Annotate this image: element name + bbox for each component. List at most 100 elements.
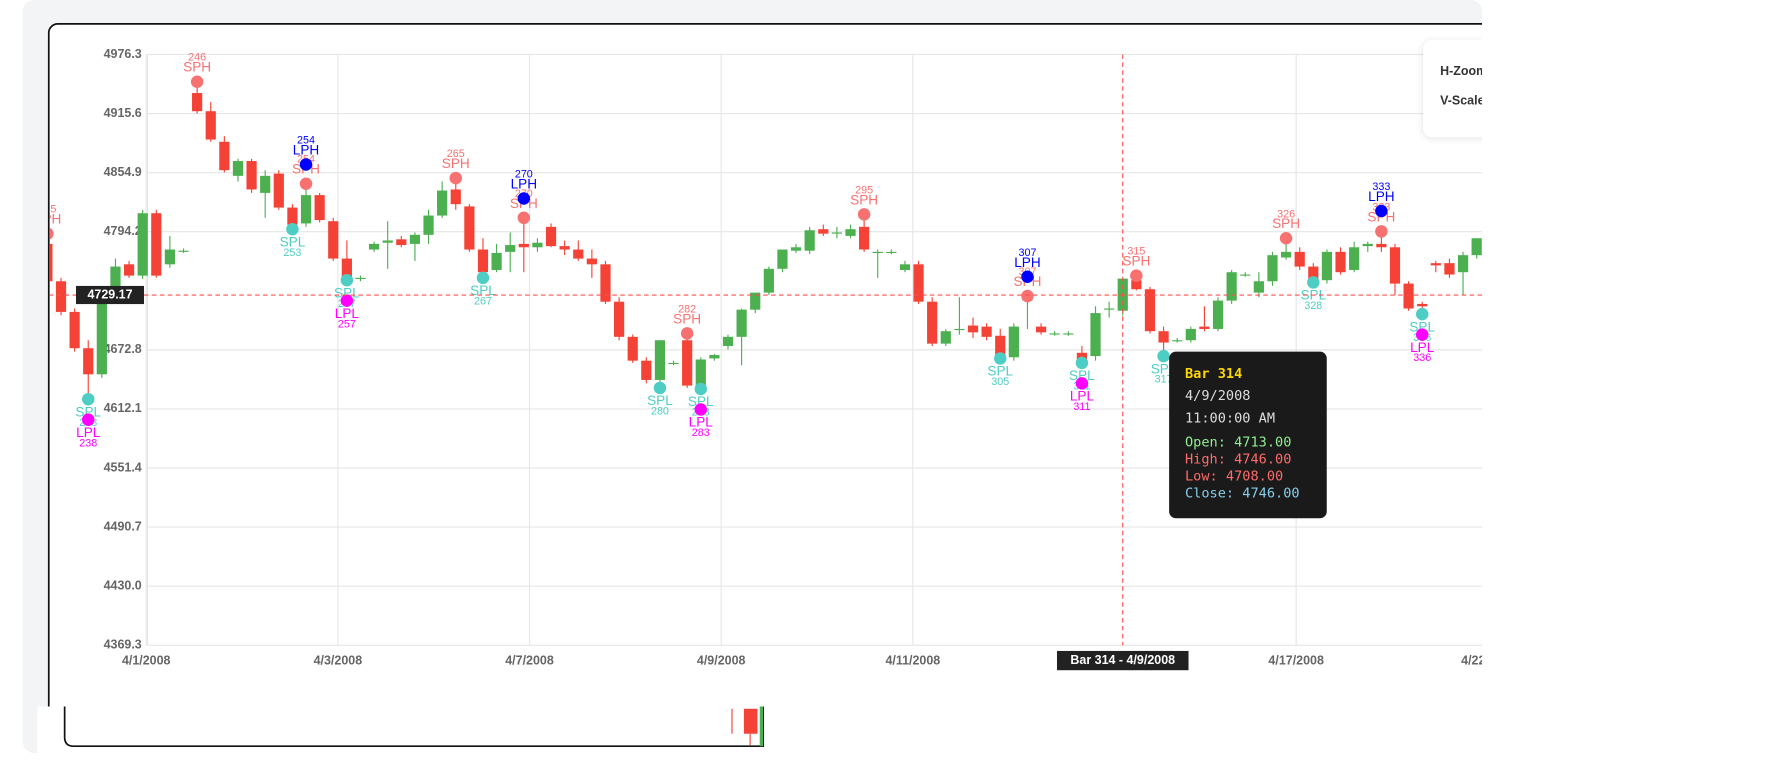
candle-body [1240,274,1251,276]
pivot-kind: SPL [647,393,673,408]
pivot-kind: LPH [1368,189,1394,204]
candle-body [641,360,652,380]
pivot-kind: SPL [1069,368,1095,383]
pivot-dot [340,273,354,287]
h-zoom-label[interactable]: H-Zoom [1440,64,1487,78]
candle-body [927,301,938,344]
candle-body [341,258,352,278]
pivot-bar: 283 [692,427,710,439]
candle-body [1308,266,1319,280]
pivot-dot [1021,289,1034,303]
pivot-bar: 257 [338,318,356,330]
candle-body [505,245,516,252]
navigator-wick [749,733,751,746]
v-scale-label[interactable]: V-Scale [1440,93,1484,107]
candle-body [586,258,597,265]
candle-body [695,359,706,386]
candle-body [790,247,802,251]
candle-body [627,336,638,361]
x-tick-label: 4/1/2008 [122,653,171,667]
candle-body [1172,340,1183,342]
candle-body [96,297,107,375]
pivot-dot [857,208,871,221]
candle-body [573,249,584,259]
pivot-bar: 254 [297,134,315,146]
y-tick-label: 4369.3 [104,638,142,652]
candle-body [355,277,366,279]
control-panel: H-Zoom V-Scale [1423,39,1487,138]
candle-body [328,221,339,259]
candle-body [491,252,502,270]
y-tick-label: 4854.9 [104,165,142,179]
pivot-bar: 238 [79,437,97,449]
candle-body [859,226,870,250]
pivot-dot [1130,269,1143,282]
pivot-dot [1279,231,1293,245]
candle-body [668,362,679,365]
pivot-dot [449,171,462,185]
pivot-bar: 253 [283,247,301,259]
candle-body [940,331,951,344]
candle-body [654,340,666,380]
pivot-bar: 235 [38,204,56,216]
candle-body [464,206,475,250]
candle-body [1280,251,1292,258]
candle-body [804,230,815,251]
candle-body [967,325,979,333]
candle-body [1444,263,1455,275]
pivot-dot [517,192,531,205]
crosshair-x-box [1056,650,1189,671]
candle-body [232,161,244,176]
y-tick-label: 4672.8 [104,342,142,356]
candle-body [69,311,80,349]
navigator-wick [731,708,733,734]
pivot-kind: SPH [673,311,701,326]
candle-body [1417,303,1428,307]
pivot-dot [1415,328,1429,341]
pivot-dot [1021,270,1034,284]
candle-body [899,264,911,270]
pivot-dot [476,271,490,285]
candle-body [1362,243,1373,247]
candle-body [1430,263,1441,266]
candle-body [886,251,897,253]
candle-body [164,249,176,265]
pivot-kind: SPL [75,404,101,419]
axes: 4369.3 4430.0 4490.7 4551.4 4612.1 4672.8 4794… [104,47,1517,668]
pivot-dot [694,403,708,416]
pivot-dot [994,352,1007,365]
candle-body [1158,331,1169,343]
pivot-kind: SPH [442,156,470,171]
candle-body [437,190,448,216]
candle-body [1049,333,1060,335]
candle-body [450,189,461,205]
candle-body [192,93,203,112]
pivot-kind: LPH [511,177,537,192]
candle-body [423,215,434,235]
pivot-bar: 315 [1127,246,1145,258]
candle-body [518,243,529,248]
y-tick-label: 4612.1 [104,401,142,415]
tooltip-line: High: 4746.00 [1185,451,1291,467]
candle-body [477,249,489,273]
candle-body [110,266,121,298]
pivot-kind: SPH [33,212,61,227]
candle-body [314,195,325,221]
pivot-dot [1375,204,1388,218]
candle-body [178,250,189,252]
candle-body [260,175,271,193]
candle-body [219,141,230,171]
pivot-bar: 280 [651,406,669,418]
pivot-dot [81,413,95,426]
candle-body [137,213,148,276]
control-box [1423,39,1483,138]
pivot-bar: 267 [474,296,492,308]
candle-body [49,243,53,282]
pivot-dot [517,211,531,225]
tooltip-line: Close: 4746.00 [1185,485,1300,501]
candle-body [709,355,720,359]
pivot-bar: 307 [1018,247,1036,259]
candle-body [1294,251,1305,267]
